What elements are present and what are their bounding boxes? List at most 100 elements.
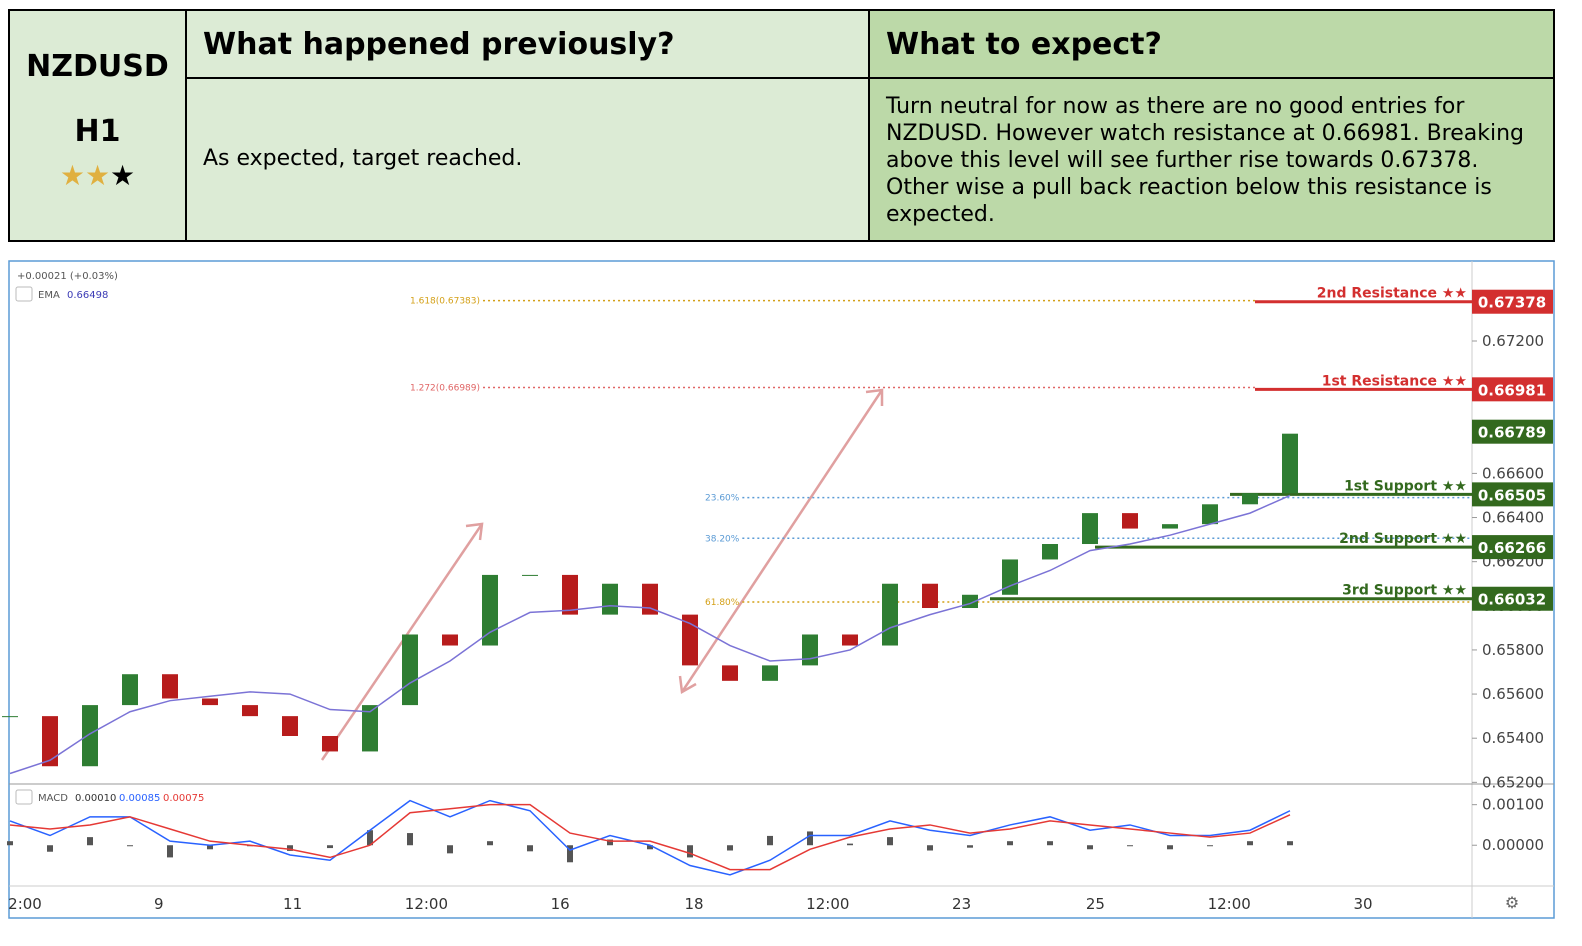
candle [282, 716, 298, 736]
star: ★ [59, 159, 85, 192]
histogram-bar [887, 837, 893, 846]
candle [562, 574, 578, 615]
histogram-bar [807, 831, 813, 846]
change-label: +0.00021 (+0.03%) [17, 271, 118, 282]
price-label-box [1472, 586, 1553, 611]
x-tick-label: 12:00 [806, 895, 849, 913]
histogram-bar [727, 845, 733, 851]
candle [602, 583, 618, 615]
chart-frame [8, 260, 1555, 919]
arrow-head [678, 675, 697, 695]
fib-label: 23.60% [705, 494, 740, 504]
y-tick-label: 0.00000 [1482, 836, 1544, 854]
histogram-bar [47, 845, 53, 852]
histogram-bar [927, 845, 933, 851]
star: ★ [110, 159, 136, 192]
candle [482, 574, 498, 646]
histogram-bar [1087, 845, 1093, 850]
x-tick-label: 23 [952, 895, 971, 913]
y-tick-label: 0.66000 [1482, 597, 1544, 615]
signal-line [9, 803, 1291, 871]
rating: ★★★ [10, 159, 185, 192]
price-label-box [1472, 377, 1553, 402]
candle [122, 674, 138, 706]
symbol: NZDUSD [26, 49, 169, 84]
star: ★ [84, 159, 111, 192]
price-label: 0.66981 [1478, 381, 1546, 399]
level-name: 1st Resistance ★★ [1322, 373, 1467, 389]
histogram-bar [287, 845, 293, 851]
candle [1242, 493, 1258, 505]
histogram-bar [367, 830, 373, 846]
candle [1162, 524, 1178, 529]
y-tick-label: 0.65800 [1482, 641, 1544, 659]
histogram-bar [767, 835, 773, 846]
level-name: 3rd Support ★★ [1342, 583, 1467, 599]
candle [882, 583, 898, 646]
candle [522, 574, 538, 576]
candle [202, 698, 218, 706]
previous-title: What happened previously? [185, 9, 870, 79]
expect-title: What to expect? [868, 9, 1555, 79]
arrow [680, 389, 884, 693]
histogram-bar [567, 845, 573, 863]
y-tick-label: 0.67200 [1482, 332, 1544, 350]
candle [842, 634, 858, 646]
fib-label: 1.618(0.67383) [410, 297, 480, 307]
collapse-button[interactable] [15, 286, 33, 302]
macd-value: 0.00075 [163, 793, 204, 804]
y-tick-label: 0.66600 [1482, 464, 1544, 482]
price-label: 0.66505 [1478, 486, 1546, 504]
fib-label: 38.20% [705, 534, 740, 544]
candle [722, 665, 738, 681]
arrow-head [465, 522, 484, 541]
candle [442, 634, 458, 646]
ema-label: EMA [38, 290, 60, 301]
candle [1282, 433, 1298, 494]
candle [2, 716, 18, 718]
current-price: 0.66789 [1478, 424, 1546, 442]
candle [82, 705, 98, 767]
candle [922, 583, 938, 609]
histogram-bar [327, 845, 333, 849]
histogram-bar [647, 845, 653, 850]
y-tick-label: 0.00100 [1482, 796, 1544, 814]
candle [322, 735, 338, 752]
price-label-box [1472, 482, 1553, 507]
settings-icon[interactable]: ⚙ [1505, 893, 1519, 912]
collapse-button[interactable] [15, 789, 33, 805]
candle [1002, 559, 1018, 595]
histogram-bar [1007, 841, 1013, 846]
price-label: 0.67378 [1478, 294, 1546, 312]
level-name: 2nd Resistance ★★ [1317, 286, 1467, 302]
x-tick-label: 12:00 [405, 895, 448, 913]
histogram-bar [607, 839, 613, 846]
price-label-box [1472, 289, 1553, 314]
candle [402, 634, 418, 706]
histogram-bar [1247, 841, 1253, 846]
macd-line [9, 799, 1291, 876]
histogram-bar [527, 845, 533, 852]
y-tick-label: 0.66200 [1482, 553, 1544, 571]
candle [682, 614, 698, 666]
candle [962, 594, 978, 609]
candle [802, 634, 818, 666]
macd-value: 0.00085 [119, 793, 160, 804]
candle [762, 665, 778, 681]
x-tick-label: 16 [551, 895, 570, 913]
histogram-bar [7, 841, 13, 846]
ema-value: 0.66498 [67, 290, 108, 301]
x-tick-label: 18 [684, 895, 703, 913]
candle [162, 674, 178, 699]
x-tick-label: 11 [283, 895, 302, 913]
symbol-cell: NZDUSD H1 ★★★ [8, 9, 187, 242]
arrow-head [865, 388, 884, 406]
fib-label: 1.272(0.66989) [410, 384, 480, 394]
candle [362, 705, 378, 752]
price-label: 0.66032 [1478, 591, 1546, 609]
histogram-bar [487, 841, 493, 846]
fib-label: 61.80% [705, 598, 740, 608]
y-tick-label: 0.66400 [1482, 509, 1544, 527]
histogram-bar [967, 845, 973, 848]
